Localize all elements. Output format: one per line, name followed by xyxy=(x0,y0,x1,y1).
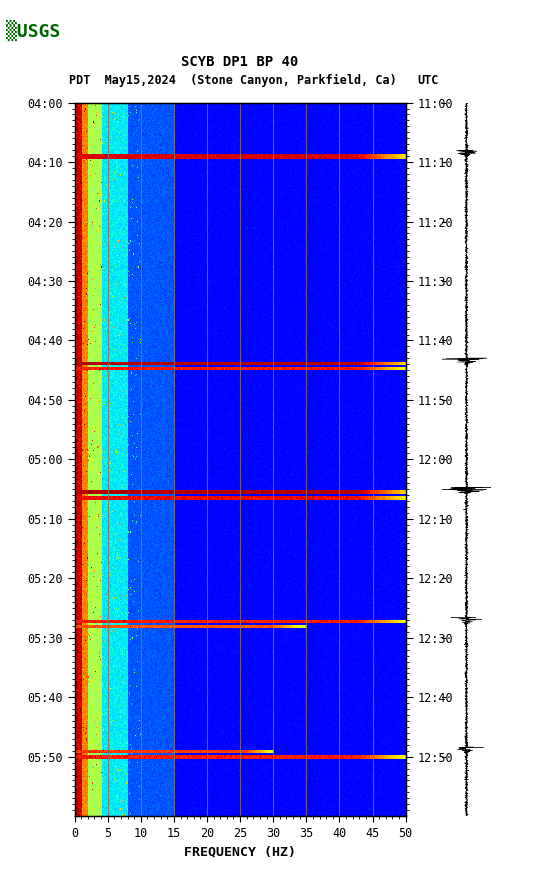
Text: SCYB DP1 BP 40: SCYB DP1 BP 40 xyxy=(182,55,299,70)
X-axis label: FREQUENCY (HZ): FREQUENCY (HZ) xyxy=(184,845,296,858)
Text: ▒USGS: ▒USGS xyxy=(6,20,60,41)
Text: UTC: UTC xyxy=(417,74,438,87)
Text: PDT  May15,2024  (Stone Canyon, Parkfield, Ca): PDT May15,2024 (Stone Canyon, Parkfield,… xyxy=(69,74,397,87)
